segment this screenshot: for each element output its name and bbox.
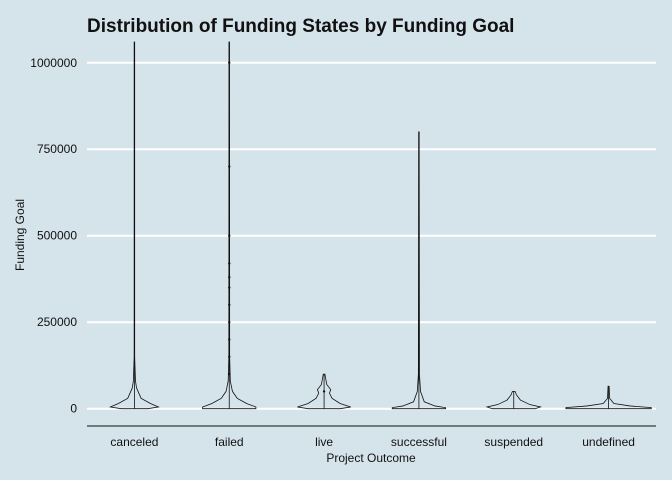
y-tick-label: 250000 (37, 315, 77, 329)
y-tick-label: 750000 (37, 142, 77, 156)
outlier-point (228, 338, 231, 341)
x-tick-label: canceled (110, 435, 158, 449)
outlier-point (228, 372, 231, 376)
outlier-point (228, 165, 231, 168)
outlier-point (228, 276, 231, 279)
x-tick-label: suspended (484, 435, 543, 449)
y-axis-title: Funding Goal (13, 199, 27, 271)
grid-layer (87, 61, 656, 410)
x-tick-label: successful (391, 435, 447, 449)
x-tick-label: undefined (582, 435, 635, 449)
outlier-point (228, 234, 231, 237)
outlier-point (228, 321, 231, 324)
chart-title: Distribution of Funding States by Fundin… (87, 16, 514, 37)
outlier-point (228, 355, 231, 359)
y-tick-label: 0 (70, 402, 77, 416)
y-tick-labels: 0 250000 500000 750000 1000000 (30, 56, 77, 416)
outlier-point (228, 303, 231, 307)
outlier-point (322, 390, 326, 393)
violin-undefined (565, 385, 652, 410)
y-tick-label: 1000000 (30, 56, 77, 70)
x-tick-label: live (315, 435, 333, 449)
violin-suspended (485, 391, 542, 410)
y-tick-label: 500000 (37, 229, 77, 243)
outlier-point (228, 286, 231, 289)
violin-live (297, 373, 351, 410)
outlier-point (228, 61, 231, 64)
x-tick-labels: canceled failed live successful suspended und… (110, 435, 635, 449)
outlier-point (228, 262, 231, 265)
x-axis-title: Project Outcome (326, 451, 416, 465)
x-tick-label: failed (215, 435, 244, 449)
violins (108, 41, 652, 410)
